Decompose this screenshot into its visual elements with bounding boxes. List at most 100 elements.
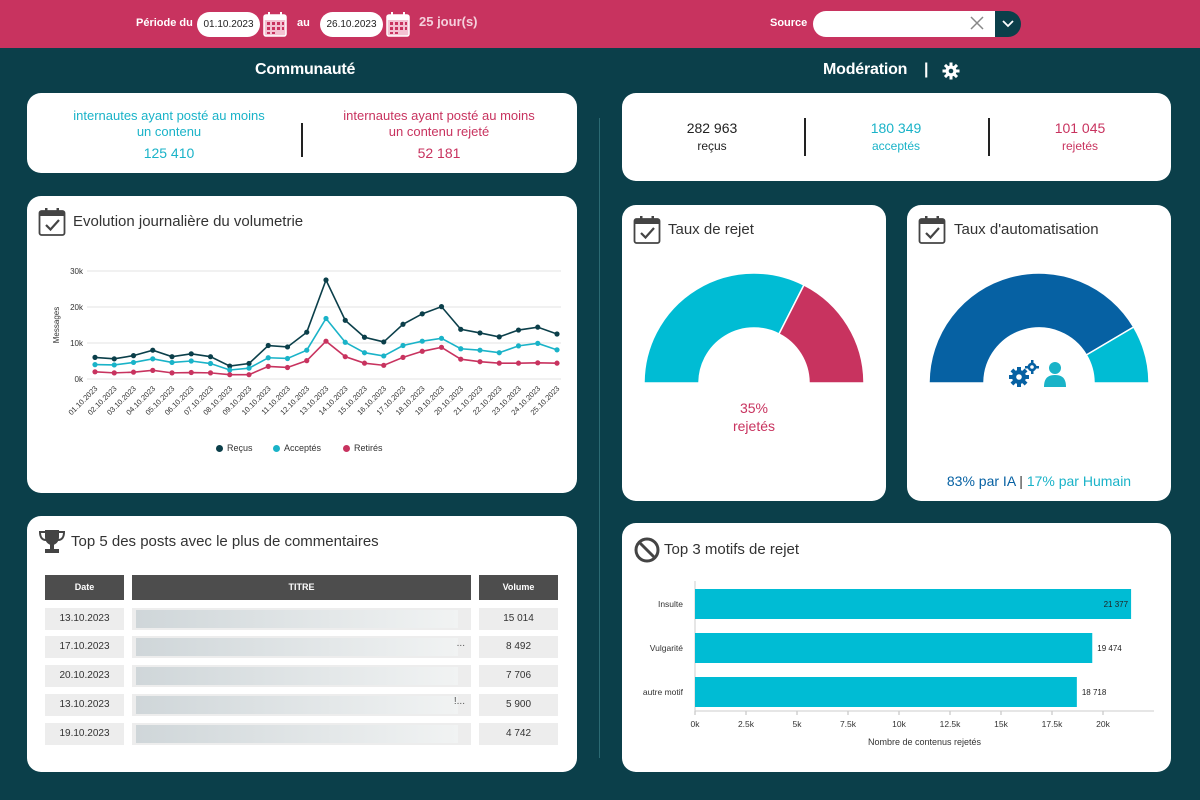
data-point[interactable] bbox=[304, 358, 310, 364]
data-point[interactable] bbox=[458, 326, 464, 332]
data-point[interactable] bbox=[150, 367, 156, 373]
calendar-icon[interactable] bbox=[263, 11, 287, 37]
gauge-slice[interactable] bbox=[777, 283, 865, 384]
data-point[interactable] bbox=[554, 331, 560, 337]
data-point[interactable] bbox=[284, 364, 291, 371]
data-point[interactable] bbox=[342, 354, 348, 360]
data-point[interactable] bbox=[130, 369, 137, 375]
data-point[interactable] bbox=[400, 321, 406, 327]
data-point[interactable] bbox=[323, 277, 329, 283]
top-posts-card: Top 5 des posts avec le plus de commenta… bbox=[27, 516, 577, 772]
data-point[interactable] bbox=[400, 342, 406, 349]
data-point[interactable] bbox=[419, 338, 425, 344]
gauge-slice[interactable] bbox=[1085, 325, 1150, 384]
data-point[interactable] bbox=[265, 355, 271, 361]
data-point[interactable] bbox=[150, 347, 156, 353]
data-point[interactable] bbox=[130, 359, 137, 366]
volumetry-line-chart: 0k10k20k30kMessages01.10.202302.10.20230… bbox=[52, 267, 561, 417]
data-point[interactable] bbox=[169, 354, 175, 360]
calendar-check-icon bbox=[38, 208, 66, 236]
data-point[interactable] bbox=[419, 348, 425, 354]
data-point[interactable] bbox=[227, 363, 233, 369]
close-icon[interactable] bbox=[968, 13, 986, 33]
calendar-icon[interactable] bbox=[386, 11, 410, 37]
data-point[interactable] bbox=[111, 356, 117, 362]
data-point[interactable] bbox=[169, 370, 175, 376]
data-point[interactable] bbox=[458, 346, 464, 352]
data-point[interactable] bbox=[207, 354, 214, 360]
data-point[interactable] bbox=[535, 340, 541, 346]
data-point[interactable] bbox=[323, 338, 329, 344]
data-point[interactable] bbox=[419, 311, 425, 317]
gauge-slice[interactable] bbox=[643, 272, 805, 384]
data-point[interactable] bbox=[92, 362, 98, 368]
data-point[interactable] bbox=[381, 353, 387, 359]
gauge-slice[interactable] bbox=[928, 272, 1135, 384]
data-point[interactable] bbox=[188, 351, 194, 357]
data-point[interactable] bbox=[477, 347, 483, 353]
source-dropdown-button[interactable] bbox=[995, 11, 1021, 37]
data-point[interactable] bbox=[361, 360, 368, 366]
source-select[interactable] bbox=[813, 11, 995, 37]
bar[interactable] bbox=[695, 677, 1077, 707]
data-point[interactable] bbox=[438, 344, 445, 350]
data-point[interactable] bbox=[246, 360, 252, 367]
data-point[interactable] bbox=[323, 315, 329, 322]
bar[interactable] bbox=[695, 633, 1093, 663]
data-point[interactable] bbox=[342, 339, 348, 345]
data-point[interactable] bbox=[92, 354, 98, 360]
data-point[interactable] bbox=[284, 355, 291, 362]
data-point[interactable] bbox=[207, 370, 214, 376]
data-point[interactable] bbox=[496, 350, 502, 356]
data-point[interactable] bbox=[284, 344, 291, 350]
data-point[interactable] bbox=[207, 360, 214, 367]
data-point[interactable] bbox=[246, 365, 252, 371]
col-header-title[interactable]: TITRE bbox=[132, 575, 471, 600]
data-point[interactable] bbox=[111, 370, 117, 376]
data-point[interactable] bbox=[381, 339, 387, 345]
date-from-input[interactable]: 01.10.2023 bbox=[197, 12, 260, 37]
data-point[interactable] bbox=[227, 367, 233, 373]
data-point[interactable] bbox=[111, 362, 117, 368]
data-point[interactable] bbox=[92, 369, 98, 375]
bar[interactable] bbox=[695, 589, 1132, 619]
data-point[interactable] bbox=[188, 369, 194, 376]
data-point[interactable] bbox=[496, 360, 502, 366]
data-point[interactable] bbox=[515, 360, 522, 366]
data-point[interactable] bbox=[130, 353, 137, 359]
data-point[interactable] bbox=[554, 347, 560, 353]
data-point[interactable] bbox=[535, 324, 541, 330]
col-header-date[interactable]: Date bbox=[45, 575, 124, 600]
data-point[interactable] bbox=[361, 350, 368, 356]
data-point[interactable] bbox=[535, 360, 541, 366]
data-point[interactable] bbox=[361, 334, 368, 340]
data-point[interactable] bbox=[246, 372, 252, 378]
data-point[interactable] bbox=[458, 356, 464, 362]
data-point[interactable] bbox=[477, 330, 483, 336]
data-point[interactable] bbox=[496, 334, 502, 340]
cell-volume: 7 706 bbox=[479, 665, 558, 687]
category-label: autre motif bbox=[643, 687, 684, 697]
data-point[interactable] bbox=[477, 359, 483, 365]
data-point[interactable] bbox=[400, 354, 406, 360]
data-point[interactable] bbox=[304, 347, 310, 353]
data-point[interactable] bbox=[554, 360, 560, 366]
data-point[interactable] bbox=[381, 362, 387, 368]
gear-icon[interactable] bbox=[942, 62, 960, 80]
reject-rate-gauge bbox=[643, 272, 865, 384]
data-point[interactable] bbox=[438, 304, 445, 310]
data-point[interactable] bbox=[265, 363, 271, 369]
data-point[interactable] bbox=[304, 329, 310, 335]
data-point[interactable] bbox=[438, 335, 445, 341]
data-point[interactable] bbox=[342, 317, 348, 323]
redacted-title bbox=[136, 696, 458, 714]
data-point[interactable] bbox=[515, 343, 522, 349]
col-header-volume[interactable]: Volume bbox=[479, 575, 558, 600]
data-point[interactable] bbox=[169, 359, 175, 366]
data-point[interactable] bbox=[227, 372, 233, 378]
data-point[interactable] bbox=[188, 358, 194, 364]
data-point[interactable] bbox=[515, 327, 522, 333]
data-point[interactable] bbox=[265, 342, 271, 349]
data-point[interactable] bbox=[150, 356, 156, 362]
date-to-input[interactable]: 26.10.2023 bbox=[320, 12, 383, 37]
